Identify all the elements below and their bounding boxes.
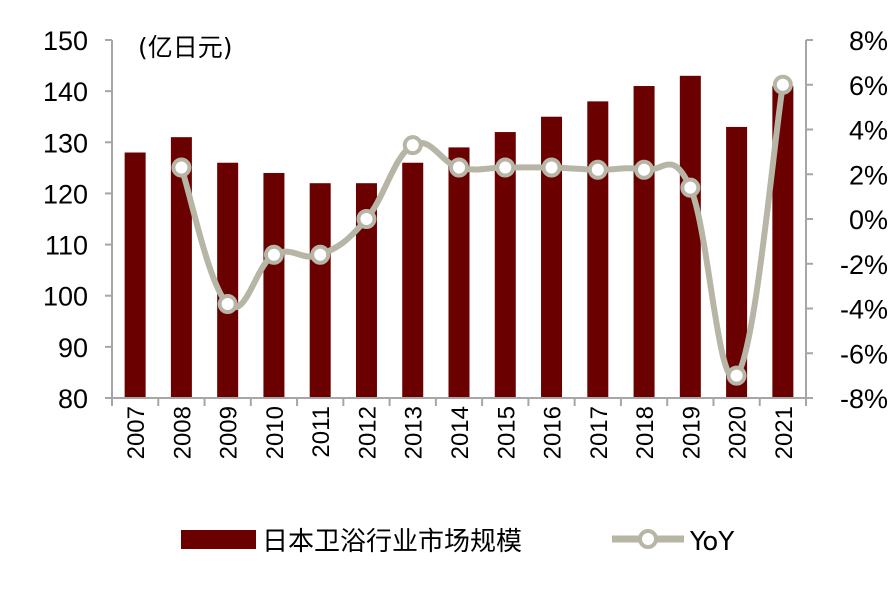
x-tick-label-2014: 2014 — [447, 406, 474, 459]
bar-2011 — [309, 183, 331, 398]
bar-2021 — [772, 86, 794, 399]
left-tick-label: 120 — [43, 179, 88, 209]
bar-2017 — [587, 101, 609, 398]
right-tick-label: 2% — [849, 160, 888, 190]
yoy-line-series — [171, 74, 793, 386]
axes — [105, 39, 813, 406]
left-axis-unit: (亿日元) — [138, 33, 233, 62]
bar-2020 — [726, 126, 748, 398]
x-tick-label-2013: 2013 — [401, 406, 428, 459]
x-tick-label-2008: 2008 — [169, 406, 196, 459]
left-tick-label: 140 — [43, 77, 88, 107]
bar-2014 — [448, 147, 470, 398]
x-tick-label-2007: 2007 — [123, 406, 150, 459]
x-tick-label-2010: 2010 — [262, 406, 289, 459]
x-tick-label-2011: 2011 — [308, 406, 335, 458]
x-tick-label-2018: 2018 — [632, 406, 659, 459]
bar-2008 — [170, 137, 192, 398]
legend-line-label: YoY — [689, 527, 734, 557]
legend-bar-label: 日本卫浴行业市场规模 — [262, 527, 522, 557]
x-tick-label-2016: 2016 — [540, 406, 567, 459]
axis-labels: 150 140 130 120 110 100 90 80 8% 6% 4% 2% 0% -2% -4% -6… — [43, 26, 888, 459]
yoy-point-2015 — [495, 157, 516, 178]
bar-2016 — [541, 116, 563, 398]
bar-2009 — [217, 162, 239, 398]
x-tick-label-2020: 2020 — [725, 406, 752, 459]
x-tick-label-2015: 2015 — [493, 406, 520, 459]
yoy-point-2012 — [356, 209, 377, 229]
yoy-point-2009 — [217, 294, 238, 315]
bar-2019 — [679, 75, 701, 399]
left-tick-label: 110 — [45, 231, 88, 261]
x-tick-label-2019: 2019 — [678, 406, 705, 459]
left-tick-label: 150 — [43, 26, 88, 56]
yoy-point-2014 — [449, 157, 469, 178]
yoy-point-2018 — [634, 159, 655, 180]
x-tick-label-2017: 2017 — [586, 406, 613, 459]
yoy-point-2008 — [171, 157, 192, 178]
x-tick-label-2009: 2009 — [216, 406, 243, 459]
bar-2010 — [263, 172, 285, 398]
left-tick-label: 100 — [43, 282, 88, 312]
legend: 日本卫浴行业市场规模 YoY — [181, 527, 734, 557]
yoy-point-2019 — [680, 177, 701, 198]
bar-2012 — [355, 183, 377, 398]
legend-bar-swatch — [181, 530, 256, 549]
yoy-point-2021 — [772, 74, 793, 95]
yoy-point-2011 — [310, 244, 331, 265]
bar-2015 — [494, 132, 516, 399]
yoy-point-2017 — [587, 159, 608, 180]
bar-2018 — [633, 86, 655, 399]
legend-line-marker — [638, 529, 658, 549]
bar-2013 — [402, 162, 424, 398]
bar-2007 — [124, 152, 146, 398]
bar-series — [124, 75, 794, 399]
right-tick-label: -2% — [840, 250, 888, 280]
right-tick-label: 8% — [849, 26, 888, 56]
right-tick-label: 6% — [849, 71, 888, 101]
x-tick-label-2012: 2012 — [354, 406, 381, 459]
right-tick-label: 0% — [849, 205, 888, 235]
yoy-point-2020 — [726, 365, 747, 386]
yoy-point-2016 — [541, 157, 562, 178]
left-tick-label: 130 — [43, 128, 88, 158]
right-tick-label: -4% — [840, 295, 888, 325]
left-tick-label: 90 — [58, 333, 88, 363]
right-tick-label: -6% — [840, 339, 888, 369]
x-tick-label-2021: 2021 — [771, 406, 798, 459]
yoy-point-2013 — [402, 135, 423, 156]
left-tick-label: 80 — [58, 384, 88, 414]
yoy-point-2010 — [263, 244, 284, 265]
right-tick-label: -8% — [840, 384, 888, 414]
right-tick-label: 4% — [849, 116, 888, 146]
